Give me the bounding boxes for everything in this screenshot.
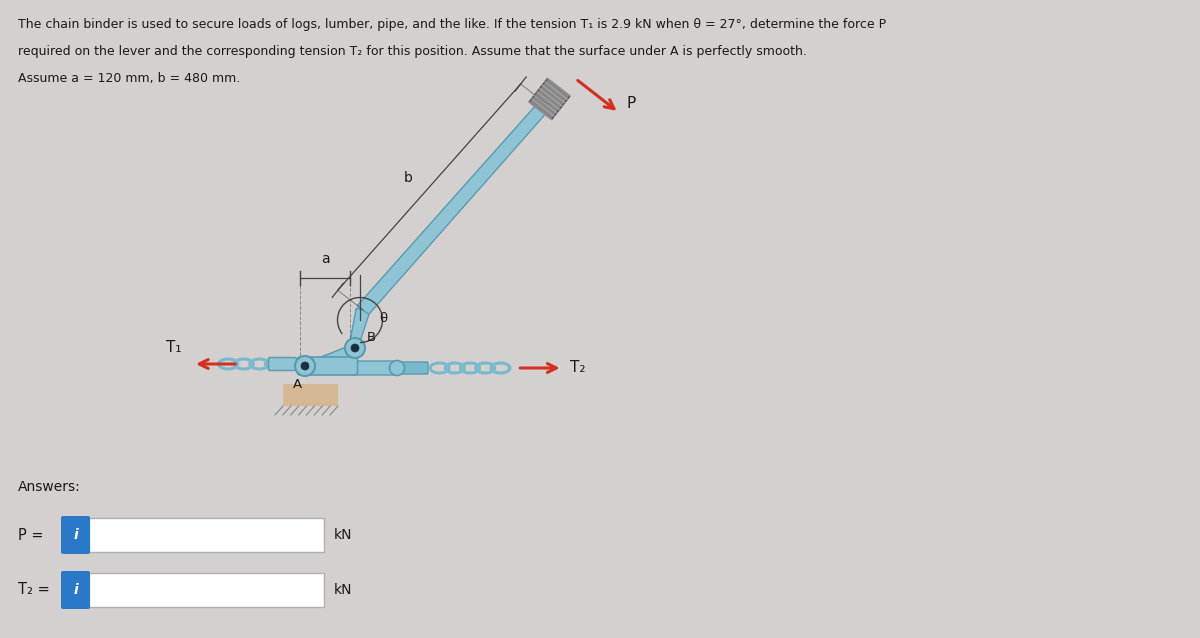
Circle shape (295, 356, 314, 376)
Circle shape (301, 362, 310, 370)
Circle shape (390, 360, 404, 376)
Text: θ: θ (379, 312, 388, 325)
FancyBboxPatch shape (61, 516, 90, 554)
FancyBboxPatch shape (298, 357, 358, 375)
Text: T₁: T₁ (166, 340, 181, 355)
Text: kN: kN (334, 583, 353, 597)
FancyBboxPatch shape (401, 362, 428, 374)
Text: required on the lever and the corresponding tension T₂ for this position. Assume: required on the lever and the correspond… (18, 45, 806, 58)
FancyBboxPatch shape (61, 571, 90, 609)
FancyBboxPatch shape (354, 361, 398, 375)
FancyBboxPatch shape (269, 357, 296, 371)
Bar (89, 573, 324, 607)
Text: P =: P = (18, 528, 43, 542)
Text: b: b (403, 172, 413, 186)
Text: i: i (73, 528, 78, 542)
Text: kN: kN (334, 528, 353, 542)
Text: T₂: T₂ (570, 360, 586, 375)
Polygon shape (350, 308, 370, 343)
Polygon shape (313, 345, 358, 372)
Text: P: P (626, 96, 636, 110)
Text: Assume a = 120 mm, b = 480 mm.: Assume a = 120 mm, b = 480 mm. (18, 72, 240, 85)
Bar (283, 384, 338, 406)
Circle shape (352, 344, 359, 352)
Bar (89, 518, 324, 552)
Text: a: a (320, 252, 329, 266)
Polygon shape (358, 100, 551, 315)
Text: i: i (73, 583, 78, 597)
Text: The chain binder is used to secure loads of logs, lumber, pipe, and the like. If: The chain binder is used to secure loads… (18, 18, 886, 31)
Circle shape (346, 338, 365, 358)
Text: Answers:: Answers: (18, 480, 80, 494)
Text: B: B (367, 331, 376, 344)
Text: T₂ =: T₂ = (18, 582, 49, 598)
Text: A: A (293, 378, 301, 391)
Polygon shape (529, 78, 570, 119)
